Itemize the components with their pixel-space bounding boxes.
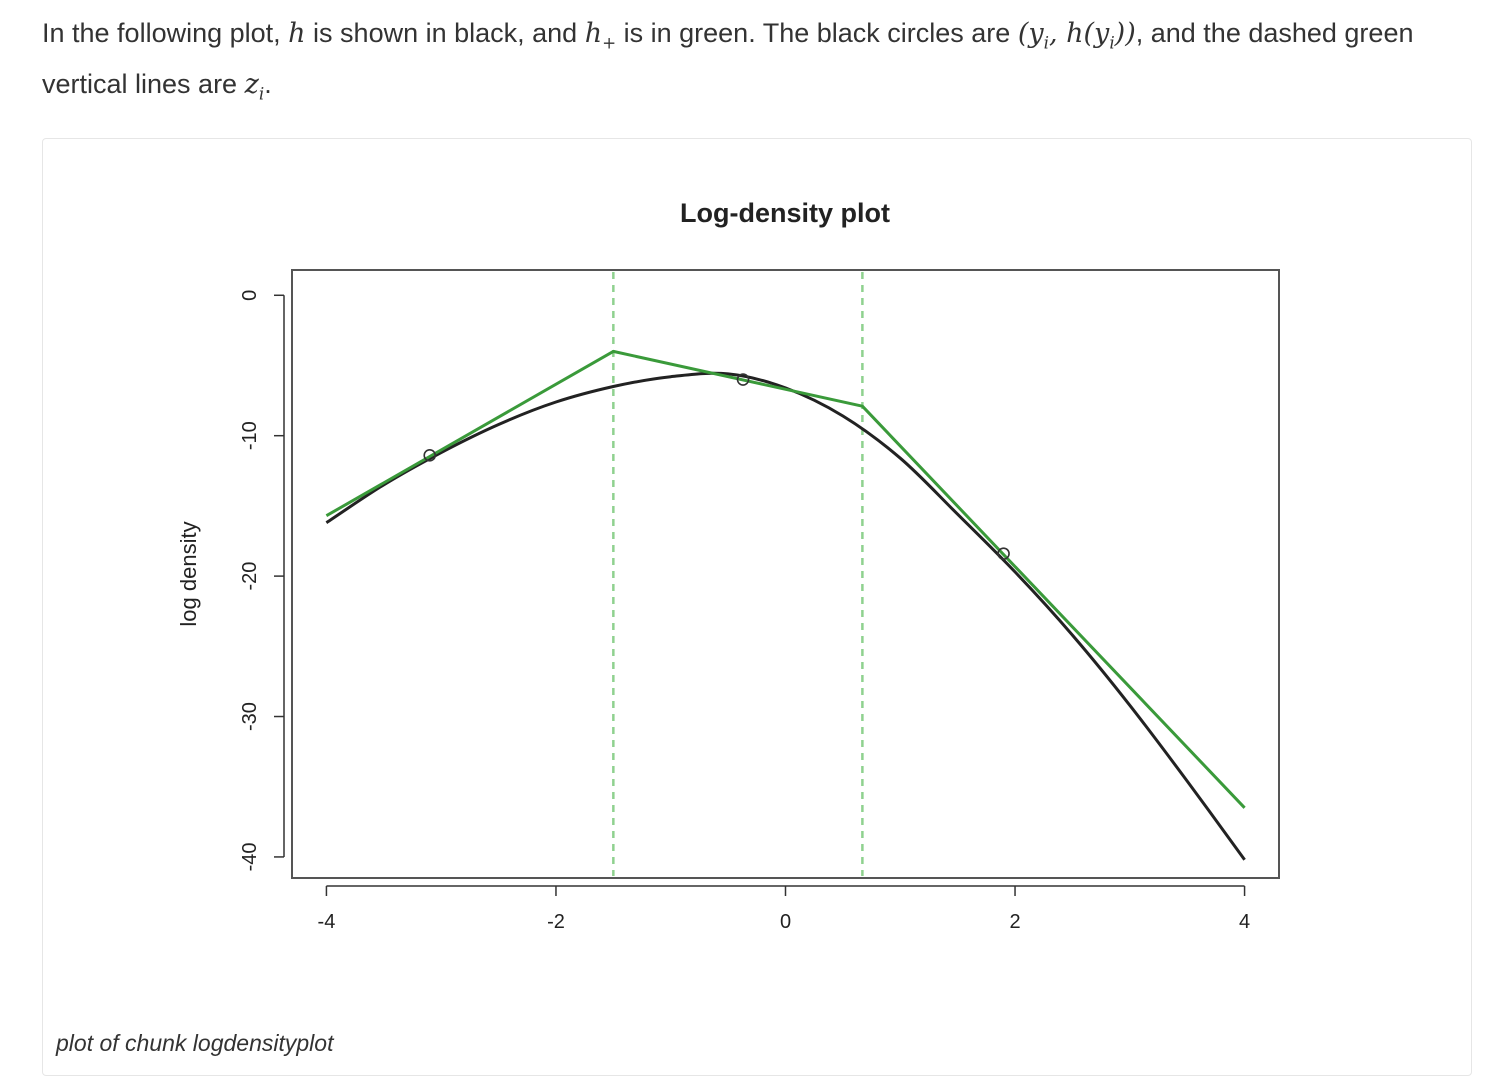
yi-point-circle [997, 547, 1010, 560]
y-axis-label: log density [176, 521, 201, 626]
series-group [325, 349, 1246, 861]
yi-points [423, 373, 1010, 560]
y-tick-label: -10 [239, 421, 261, 450]
x-tick-label: 4 [1239, 911, 1250, 933]
intro-text: In the following plot, h is shown in bla… [42, 18, 1414, 104]
figure-caption: plot of chunk logdensityplot [56, 1030, 334, 1056]
h-curve [325, 371, 1246, 861]
y-tick-label: -30 [239, 702, 261, 731]
math-h: h [288, 18, 306, 49]
math-z: zi [244, 69, 265, 104]
x-axis: -4 -2 0 2 4 [318, 885, 1250, 933]
y-tick-label: -40 [239, 842, 261, 871]
h-plus-line [325, 349, 1246, 809]
chart-title: Log-density plot [680, 198, 890, 228]
x-tick-label: 0 [780, 911, 791, 933]
plot-box [291, 269, 1280, 879]
y-tick-label: -20 [239, 562, 261, 591]
yi-point-circle [423, 449, 437, 462]
x-tick-label: -2 [547, 911, 565, 933]
x-tick-label: 2 [1009, 911, 1020, 933]
y-tick-label: 0 [239, 290, 261, 301]
math-points: (yi, h(yi)) [1017, 18, 1136, 53]
x-tick-label: -4 [318, 911, 336, 933]
y-axis: 0 -10 -20 -30 -40 [239, 290, 285, 871]
figure-frame [42, 138, 1472, 1076]
yi-point-circle [736, 373, 750, 386]
math-hplus: h+ [584, 18, 617, 53]
zi-lines [612, 272, 864, 876]
